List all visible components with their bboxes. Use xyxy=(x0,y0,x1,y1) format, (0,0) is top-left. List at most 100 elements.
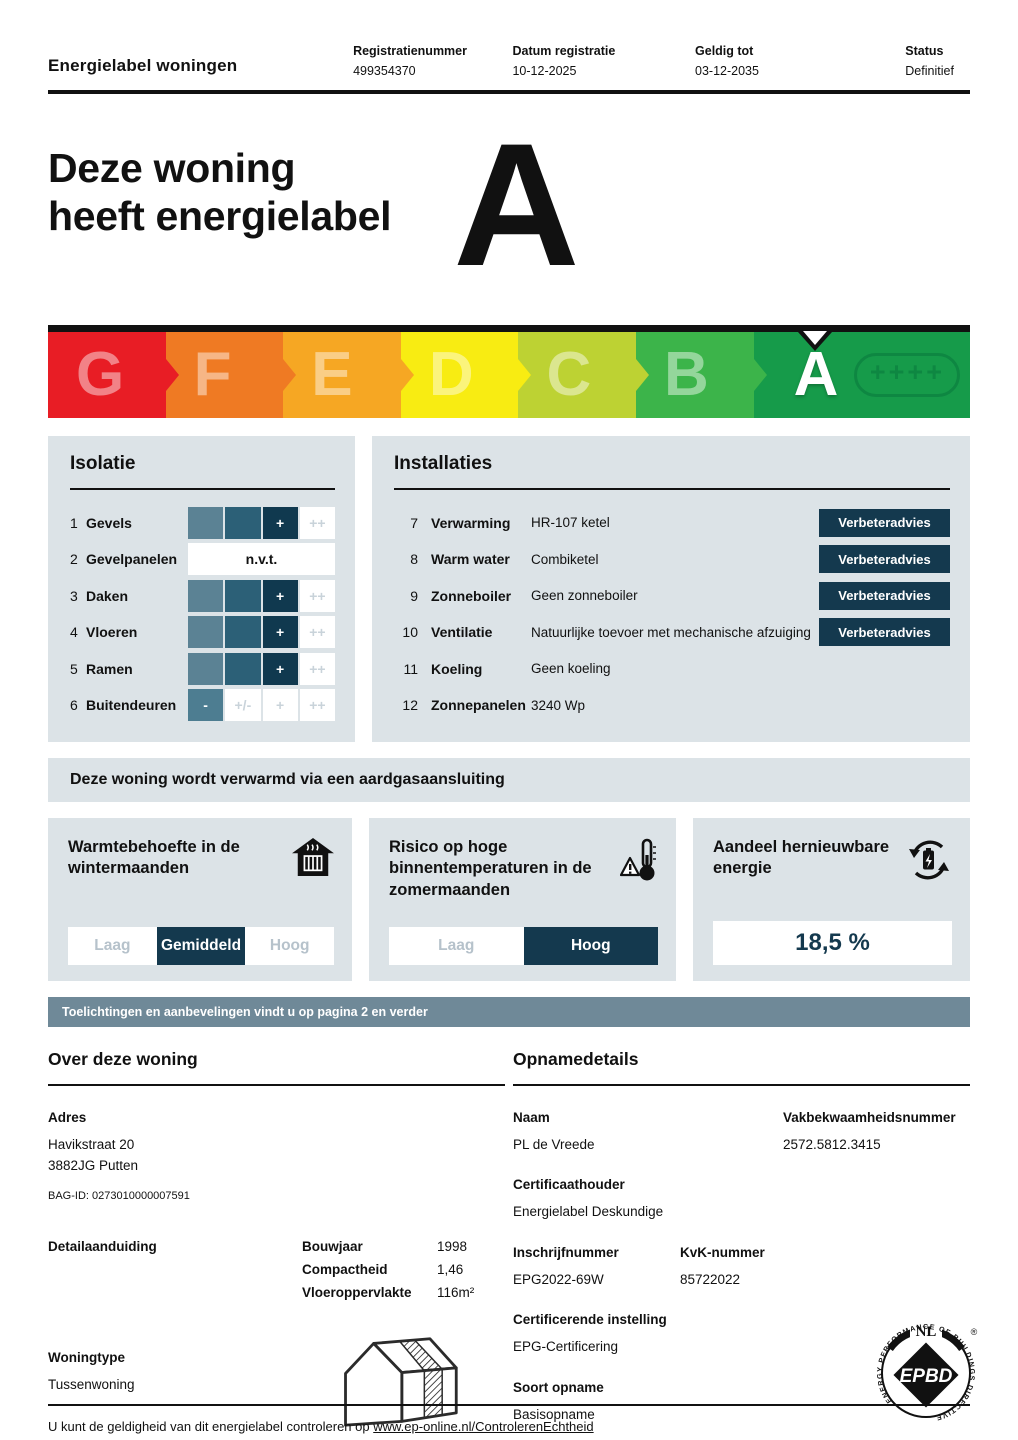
score-cells: + ++ xyxy=(188,652,335,685)
installaties-row-koeling: 11 Koeling Geen koeling xyxy=(394,653,950,685)
footer-text: U kunt de geldigheid van dit energielabe… xyxy=(48,1419,374,1434)
gas-heating-banner: Deze woning wordt verwarmd via een aardg… xyxy=(48,757,970,802)
section-title: Opnamedetails xyxy=(513,1049,970,1086)
naam-label: Naam xyxy=(513,1109,550,1125)
row-value: HR-107 ketel xyxy=(531,515,610,530)
segment-letter: E xyxy=(311,340,353,409)
certificaathouder-block: Certificaathouder Energielabel Deskundig… xyxy=(513,1177,970,1223)
adres-label: Adres xyxy=(48,1109,87,1125)
row-value: Natuurlijke toevoer met mechanische afzu… xyxy=(531,624,811,640)
bag-id: BAG-ID: 0273010000007591 xyxy=(48,1189,190,1202)
score-cells: + ++ xyxy=(188,506,335,539)
row-label: Daken xyxy=(86,587,129,604)
score-cell xyxy=(188,652,224,685)
detail-specs: Detailaanduiding Bouwjaar 1998 Compacthe… xyxy=(48,1239,505,1308)
scale-segment-f: F xyxy=(165,331,284,418)
verbeteradvies-button[interactable]: Verbeteradvies xyxy=(819,581,950,610)
row-number: 7 xyxy=(410,514,418,531)
woningtype-value: Tussenwoning xyxy=(48,1376,135,1392)
scale-segment-b: B xyxy=(636,331,754,418)
isolatie-row-gevelpanelen: 2 Gevelpanelen n.v.t. xyxy=(70,543,335,575)
spec-compactheid: Compactheid 1,46 xyxy=(302,1262,505,1277)
renewable-share-value: 18,5 % xyxy=(713,920,952,965)
row-label: Ventilatie xyxy=(431,624,493,640)
verbeteradvies-button[interactable]: Verbeteradvies xyxy=(819,508,950,537)
score-cells: - +/- + ++ xyxy=(188,689,335,721)
row-value: Geen koeling xyxy=(531,661,611,676)
verbeteradvies-button[interactable]: Verbeteradvies xyxy=(819,545,950,573)
spec-label: Compactheid xyxy=(302,1261,388,1277)
spec-value: 1998 xyxy=(437,1238,468,1254)
house-heating-icon xyxy=(292,837,334,882)
row-label: Koeling xyxy=(431,660,483,677)
scale-segment-g: G xyxy=(48,331,166,418)
plus-badge: ++++ xyxy=(854,352,961,397)
heat-level-indicator: Laag Gemiddeld Hoog xyxy=(68,926,335,965)
score-cell: + xyxy=(262,506,298,539)
active-label-pointer xyxy=(798,330,832,351)
installaties-row-zonneboiler: 9 Zonneboiler Geen zonneboiler Verbetera… xyxy=(394,580,950,612)
document-title: Energielabel woningen xyxy=(48,56,238,75)
row-value: Geen zonneboiler xyxy=(531,588,638,603)
tussenwoning-house-drawing xyxy=(338,1332,460,1435)
inschrijfnummer-block: Inschrijfnummer EPG2022-69W xyxy=(513,1245,680,1291)
vak-value: 2572.5812.3415 xyxy=(783,1136,881,1152)
spec-value: 116m² xyxy=(437,1284,475,1300)
segment-letter: C xyxy=(546,340,592,409)
row-value: 3240 Wp xyxy=(531,697,586,713)
score-cell xyxy=(225,616,261,648)
score-cell xyxy=(188,616,224,648)
installaties-panel: Installaties 7 Verwarming HR-107 ketel V… xyxy=(372,435,970,742)
row-label: Zonnepanelen xyxy=(431,697,526,713)
row-number: 10 xyxy=(402,624,418,640)
verbeteradvies-button[interactable]: Verbeteradvies xyxy=(819,618,950,646)
adres-city: 3882JG Putten xyxy=(48,1158,139,1174)
row-number: 11 xyxy=(403,660,418,677)
card-hernieuwbare-energie: Aandeel hernieuwbare energie 1 xyxy=(693,817,970,981)
row-number: 1 xyxy=(70,514,78,531)
score-cell: ++ xyxy=(299,652,335,685)
scale-segment-e: E xyxy=(283,331,401,418)
soort-opname-block: Soort opname Basisopname xyxy=(513,1380,970,1426)
installaties-title: Installaties xyxy=(394,452,493,474)
segment-letter: D xyxy=(428,340,474,409)
hero-heading: Deze woning heeft energielabel xyxy=(48,144,392,275)
summer-risk-indicator: Laag Hoog xyxy=(389,926,658,965)
score-cell xyxy=(188,506,224,539)
vakbekwaamheidsnummer-block: Vakbekwaamheidsnummer 2572.5812.3415 xyxy=(783,1110,970,1156)
field-label: Geldig tot xyxy=(695,44,754,58)
field-label: Datum registratie xyxy=(512,44,616,58)
opnamedetails-section: Opnamedetails Naam PL de Vreede Vakbekwa… xyxy=(513,1049,970,1440)
score-cell xyxy=(188,579,224,612)
scale-segment-a-active: A ++++ xyxy=(753,331,971,418)
segment-letter-active: A xyxy=(793,340,839,409)
isolatie-title: Isolatie xyxy=(70,452,136,474)
vak-label: Vakbekwaamheidsnummer xyxy=(783,1109,956,1125)
installaties-row-warm-water: 8 Warm water Combiketel Verbeteradvies xyxy=(394,543,950,575)
row-label: Gevelpanelen xyxy=(86,551,178,567)
cert-label: Certificaathouder xyxy=(513,1177,625,1193)
score-cell: ++ xyxy=(299,689,335,721)
hero-line-1: Deze woning xyxy=(48,145,296,191)
row-number: 2 xyxy=(70,551,78,567)
installaties-row-ventilatie: 10 Ventilatie Natuurlijke toevoer met me… xyxy=(394,616,950,648)
detailaanduiding-label: Detailaanduiding xyxy=(48,1238,157,1254)
renewable-energy-icon xyxy=(906,837,952,888)
soort-label: Soort opname xyxy=(513,1379,604,1395)
epbd-logo-text: EPBD xyxy=(900,1366,953,1387)
energy-scale: G F E D C B A ++++ xyxy=(48,324,971,418)
inschrijf-label: Inschrijfnummer xyxy=(513,1244,619,1260)
row-number: 3 xyxy=(70,587,78,604)
footer-link[interactable]: www.ep-online.nl/ControlerenEchtheid xyxy=(373,1419,594,1434)
header-field-geldig-tot: Geldig tot 03-12-2035 xyxy=(695,44,875,78)
nvt-cell: n.v.t. xyxy=(188,543,335,575)
installaties-row-verwarming: 7 Verwarming HR-107 ketel Verbeteradvies xyxy=(394,507,950,539)
score-cell xyxy=(225,652,261,685)
card-warmtebehoefte: Warmtebehoefte in de wintermaanden Laag … xyxy=(48,817,352,981)
notice-bar: Toelichtingen en aanbevelingen vindt u o… xyxy=(48,996,970,1027)
naam-block: Naam PL de Vreede xyxy=(513,1110,783,1156)
row-number: 5 xyxy=(70,660,78,677)
score-cells: + ++ xyxy=(188,616,335,648)
isolatie-row-ramen: 5 Ramen + ++ xyxy=(70,652,335,685)
